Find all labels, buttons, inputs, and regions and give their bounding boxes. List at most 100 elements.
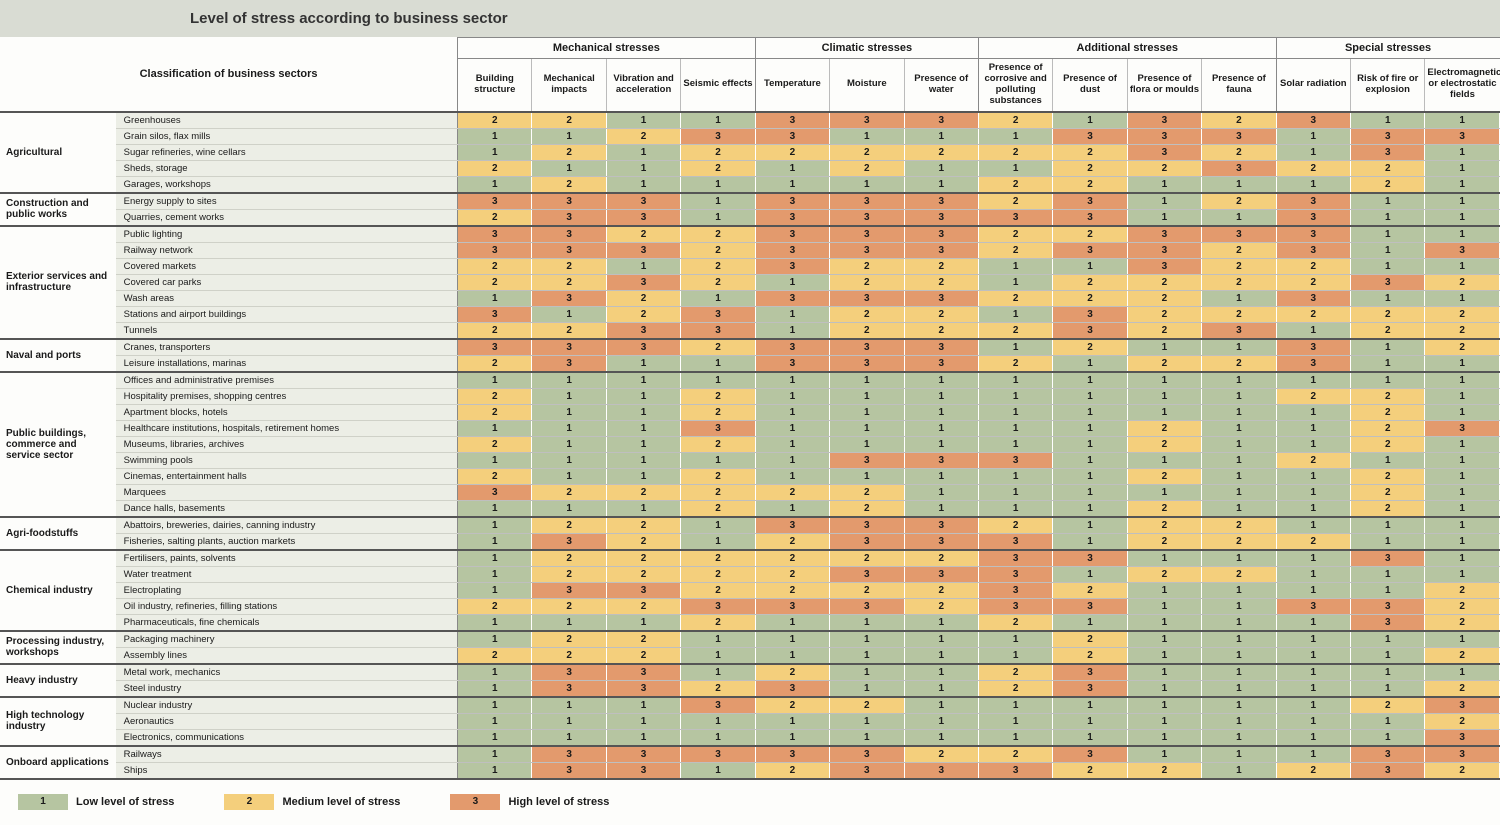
value-cell: 2 (1053, 144, 1127, 160)
value-cell: 1 (532, 404, 606, 420)
value-cell: 1 (830, 614, 904, 631)
value-cell: 3 (904, 355, 978, 372)
value-cell: 3 (1053, 598, 1127, 614)
value-cell: 2 (681, 404, 755, 420)
value-cell: 1 (1127, 176, 1201, 193)
value-cell: 2 (1425, 647, 1500, 664)
value-cell: 1 (755, 388, 829, 404)
table-row: High technology industryNuclear industry… (0, 697, 1500, 714)
value-cell: 1 (1202, 697, 1276, 714)
value-cell: 2 (830, 306, 904, 322)
value-cell: 1 (1351, 193, 1425, 210)
table-row: Swimming pools11111333111211 (0, 452, 1500, 468)
value-cell: 1 (1276, 468, 1350, 484)
value-cell: 1 (1276, 144, 1350, 160)
value-cell: 1 (606, 614, 680, 631)
sector-label: Chemical industry (0, 550, 116, 631)
value-cell: 2 (1127, 468, 1201, 484)
value-cell: 3 (1202, 226, 1276, 243)
value-cell: 2 (904, 144, 978, 160)
value-cell: 1 (1127, 582, 1201, 598)
value-cell: 1 (458, 614, 532, 631)
value-cell: 3 (1351, 762, 1425, 779)
value-cell: 3 (830, 226, 904, 243)
table-row: Museums, libraries, archives211211111211… (0, 436, 1500, 452)
value-cell: 1 (532, 388, 606, 404)
row-label: Railway network (116, 242, 458, 258)
value-cell: 3 (606, 322, 680, 339)
value-cell: 1 (606, 436, 680, 452)
value-cell: 1 (755, 713, 829, 729)
value-cell: 1 (755, 160, 829, 176)
sector-label: Onboard applications (0, 746, 116, 779)
table-row: Construction and public worksEnergy supp… (0, 193, 1500, 210)
value-cell: 3 (1351, 598, 1425, 614)
value-cell: 1 (978, 729, 1052, 746)
row-label: Aeronautics (116, 713, 458, 729)
value-cell: 2 (1276, 160, 1350, 176)
value-cell: 3 (978, 209, 1052, 226)
value-cell: 1 (458, 746, 532, 763)
value-cell: 1 (1351, 582, 1425, 598)
sector-label: Construction and public works (0, 193, 116, 226)
value-cell: 1 (458, 533, 532, 550)
row-label: Ships (116, 762, 458, 779)
value-cell: 1 (1276, 647, 1350, 664)
column-header: Electromagnetic or electrostatic fields (1425, 59, 1500, 112)
table-row: Covered car parks22321221222232 (0, 274, 1500, 290)
value-cell: 1 (978, 128, 1052, 144)
value-cell: 1 (1351, 533, 1425, 550)
value-cell: 1 (1202, 647, 1276, 664)
value-cell: 2 (606, 226, 680, 243)
legend-item: 2Medium level of stress (224, 794, 400, 810)
value-cell: 3 (1053, 322, 1127, 339)
value-cell: 2 (532, 566, 606, 582)
value-cell: 1 (606, 468, 680, 484)
value-cell: 2 (755, 533, 829, 550)
value-cell: 3 (830, 355, 904, 372)
value-cell: 3 (755, 746, 829, 763)
legend-swatch: 1 (18, 794, 68, 810)
value-cell: 1 (1053, 729, 1127, 746)
table-row: Steel industry13323112311112 (0, 680, 1500, 697)
sector-label: Processing industry, workshops (0, 631, 116, 664)
value-cell: 1 (681, 762, 755, 779)
value-cell: 1 (1202, 550, 1276, 567)
value-cell: 3 (1276, 355, 1350, 372)
value-cell: 2 (978, 290, 1052, 306)
row-label: Cinemas, entertainment halls (116, 468, 458, 484)
value-cell: 2 (755, 697, 829, 714)
table-row: Assembly lines22211111211112 (0, 647, 1500, 664)
row-label: Pharmaceuticals, fine chemicals (116, 614, 458, 631)
value-cell: 2 (1053, 647, 1127, 664)
value-cell: 3 (1202, 128, 1276, 144)
value-cell: 2 (606, 631, 680, 648)
value-cell: 2 (830, 582, 904, 598)
value-cell: 1 (1202, 372, 1276, 389)
value-cell: 1 (1276, 420, 1350, 436)
value-cell: 2 (681, 614, 755, 631)
value-cell: 2 (978, 144, 1052, 160)
value-cell: 2 (458, 436, 532, 452)
value-cell: 2 (904, 258, 978, 274)
value-cell: 2 (532, 484, 606, 500)
value-cell: 1 (606, 697, 680, 714)
table-row: Ships13312333221232 (0, 762, 1500, 779)
value-cell: 1 (606, 258, 680, 274)
value-cell: 1 (1425, 664, 1500, 681)
value-cell: 3 (830, 452, 904, 468)
legend-item: 1Low level of stress (18, 794, 174, 810)
value-cell: 3 (1425, 697, 1500, 714)
value-cell: 2 (1351, 388, 1425, 404)
table-row: Oil industry, refineries, filling statio… (0, 598, 1500, 614)
column-group-header: Special stresses (1276, 38, 1499, 59)
value-cell: 3 (1276, 112, 1350, 129)
value-cell: 1 (904, 680, 978, 697)
value-cell: 1 (1127, 452, 1201, 468)
value-cell: 3 (1425, 420, 1500, 436)
value-cell: 3 (1127, 128, 1201, 144)
value-cell: 1 (1276, 713, 1350, 729)
value-cell: 2 (1351, 436, 1425, 452)
value-cell: 1 (458, 144, 532, 160)
value-cell: 1 (681, 290, 755, 306)
